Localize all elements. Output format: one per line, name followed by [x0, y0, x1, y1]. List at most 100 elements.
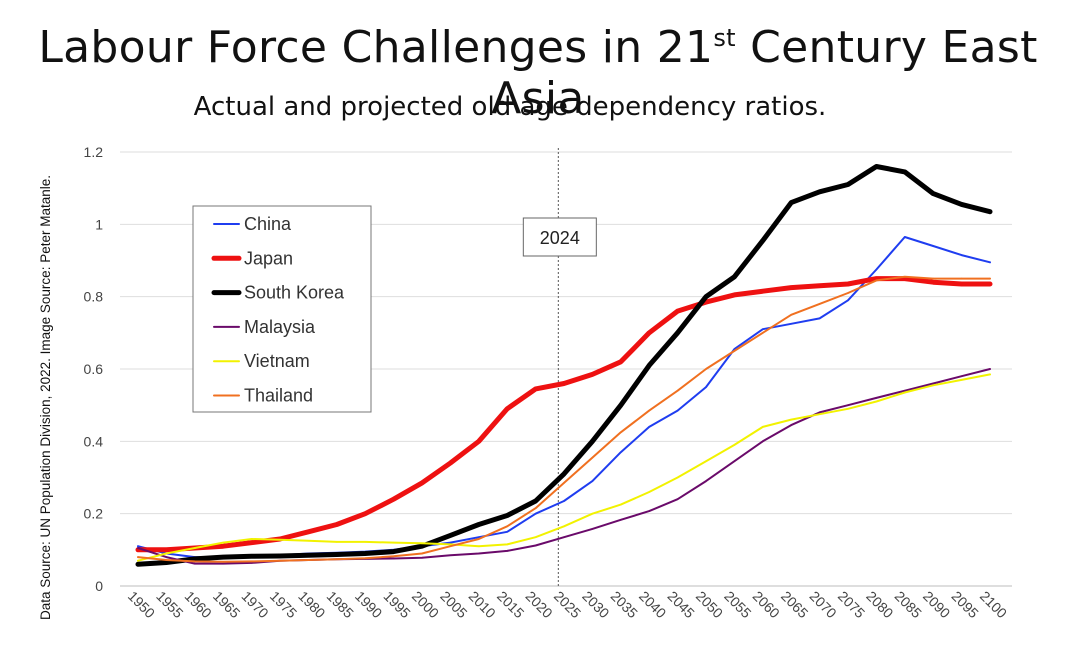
point-vietnam	[705, 460, 707, 463]
point-vietnam	[847, 407, 849, 410]
point-vietnam	[336, 541, 338, 543]
point-vietnam	[676, 476, 679, 479]
x-tick-label: 1955	[153, 588, 186, 621]
point-thailand	[790, 313, 792, 316]
point-malaysia	[421, 556, 423, 559]
point-thailand	[904, 275, 906, 278]
x-tick-label: 2060	[750, 588, 783, 621]
point-china	[591, 480, 594, 482]
x-tick-label: 2035	[608, 588, 641, 621]
point-south-korea	[392, 550, 395, 553]
x-tick-label: 2005	[437, 588, 470, 621]
point-japan	[960, 283, 963, 285]
point-south-korea	[250, 555, 253, 558]
point-vietnam	[989, 373, 991, 376]
point-malaysia	[222, 562, 224, 565]
point-south-korea	[960, 203, 963, 206]
point-thailand	[279, 559, 281, 562]
point-south-korea	[449, 534, 452, 537]
legend-item-china: China	[213, 214, 292, 234]
point-vietnam	[790, 418, 792, 421]
point-china	[563, 500, 565, 502]
point-malaysia	[449, 554, 452, 557]
point-south-korea	[591, 440, 594, 443]
point-japan	[165, 549, 168, 551]
point-vietnam	[222, 541, 224, 544]
legend-box	[192, 205, 372, 413]
point-japan	[250, 541, 253, 544]
y-axis: 0 0.2 0.4 0.6 0.8 1 1.2	[84, 144, 104, 594]
point-thailand	[165, 559, 168, 561]
point-thailand	[364, 557, 367, 559]
point-thailand	[222, 560, 224, 563]
point-thailand	[762, 332, 764, 334]
point-japan	[904, 277, 906, 280]
point-thailand	[449, 545, 452, 548]
point-south-korea	[506, 514, 509, 517]
point-china	[790, 322, 792, 325]
point-china	[932, 245, 934, 247]
point-south-korea	[676, 332, 679, 334]
legend-label: Thailand	[244, 386, 313, 406]
point-japan	[137, 549, 139, 551]
chart-subtitle: Actual and projected old age dependency …	[193, 92, 827, 122]
point-malaysia	[790, 424, 792, 426]
legend-item-malaysia: Malaysia	[213, 317, 316, 337]
point-south-korea	[165, 561, 168, 564]
x-tick-label: 2095	[948, 588, 981, 621]
point-japan	[648, 332, 650, 334]
x-tick-label: 1975	[267, 588, 300, 621]
point-japan	[790, 286, 792, 289]
point-malaysia	[932, 382, 934, 385]
point-china	[648, 426, 650, 428]
point-malaysia	[250, 562, 253, 564]
legend-label: Malaysia	[244, 317, 316, 337]
point-south-korea	[222, 556, 224, 558]
point-japan	[563, 382, 565, 385]
point-malaysia	[506, 550, 509, 552]
y-tick-label: 0.8	[84, 289, 104, 305]
point-japan	[222, 545, 224, 548]
point-south-korea	[563, 473, 565, 475]
point-vietnam	[478, 545, 480, 548]
point-vietnam	[818, 413, 821, 416]
point-china	[762, 328, 764, 331]
point-south-korea	[705, 295, 707, 298]
point-japan	[620, 360, 622, 363]
point-south-korea	[279, 555, 281, 557]
point-japan	[534, 388, 537, 390]
point-china	[449, 541, 452, 544]
point-south-korea	[818, 190, 821, 193]
series-lines	[135, 164, 993, 567]
legend-item-south-korea: South Korea	[211, 283, 345, 303]
point-malaysia	[534, 544, 537, 547]
x-tick-label: 2050	[693, 588, 726, 621]
x-tick-label: 1995	[380, 588, 413, 621]
point-vietnam	[620, 503, 622, 506]
y-tick-label: 0	[95, 578, 103, 594]
x-tick-label: 1985	[324, 588, 357, 621]
point-south-korea	[875, 165, 878, 168]
point-thailand	[932, 277, 934, 280]
point-malaysia	[648, 510, 650, 512]
x-tick-label: 1980	[295, 588, 328, 621]
point-thailand	[620, 431, 622, 434]
year-marker: 2024	[522, 148, 597, 586]
x-tick-label: 2025	[551, 588, 584, 621]
x-tick-label: 2100	[977, 588, 1010, 621]
point-vietnam	[904, 391, 906, 394]
point-vietnam	[279, 538, 281, 541]
point-south-korea	[137, 563, 139, 566]
point-japan	[591, 373, 594, 376]
year-marker-box	[522, 217, 597, 257]
point-china	[960, 254, 963, 256]
point-japan	[336, 523, 338, 526]
chart-title: Labour Force Challenges in 21st Century …	[38, 22, 1038, 124]
point-south-korea	[733, 275, 736, 278]
x-tick-label: 2030	[579, 588, 612, 621]
point-china	[506, 530, 509, 533]
point-thailand	[534, 507, 537, 510]
point-china	[534, 512, 537, 515]
legend-item-thailand: Thailand	[213, 386, 313, 406]
x-tick-label: 2045	[664, 588, 697, 621]
